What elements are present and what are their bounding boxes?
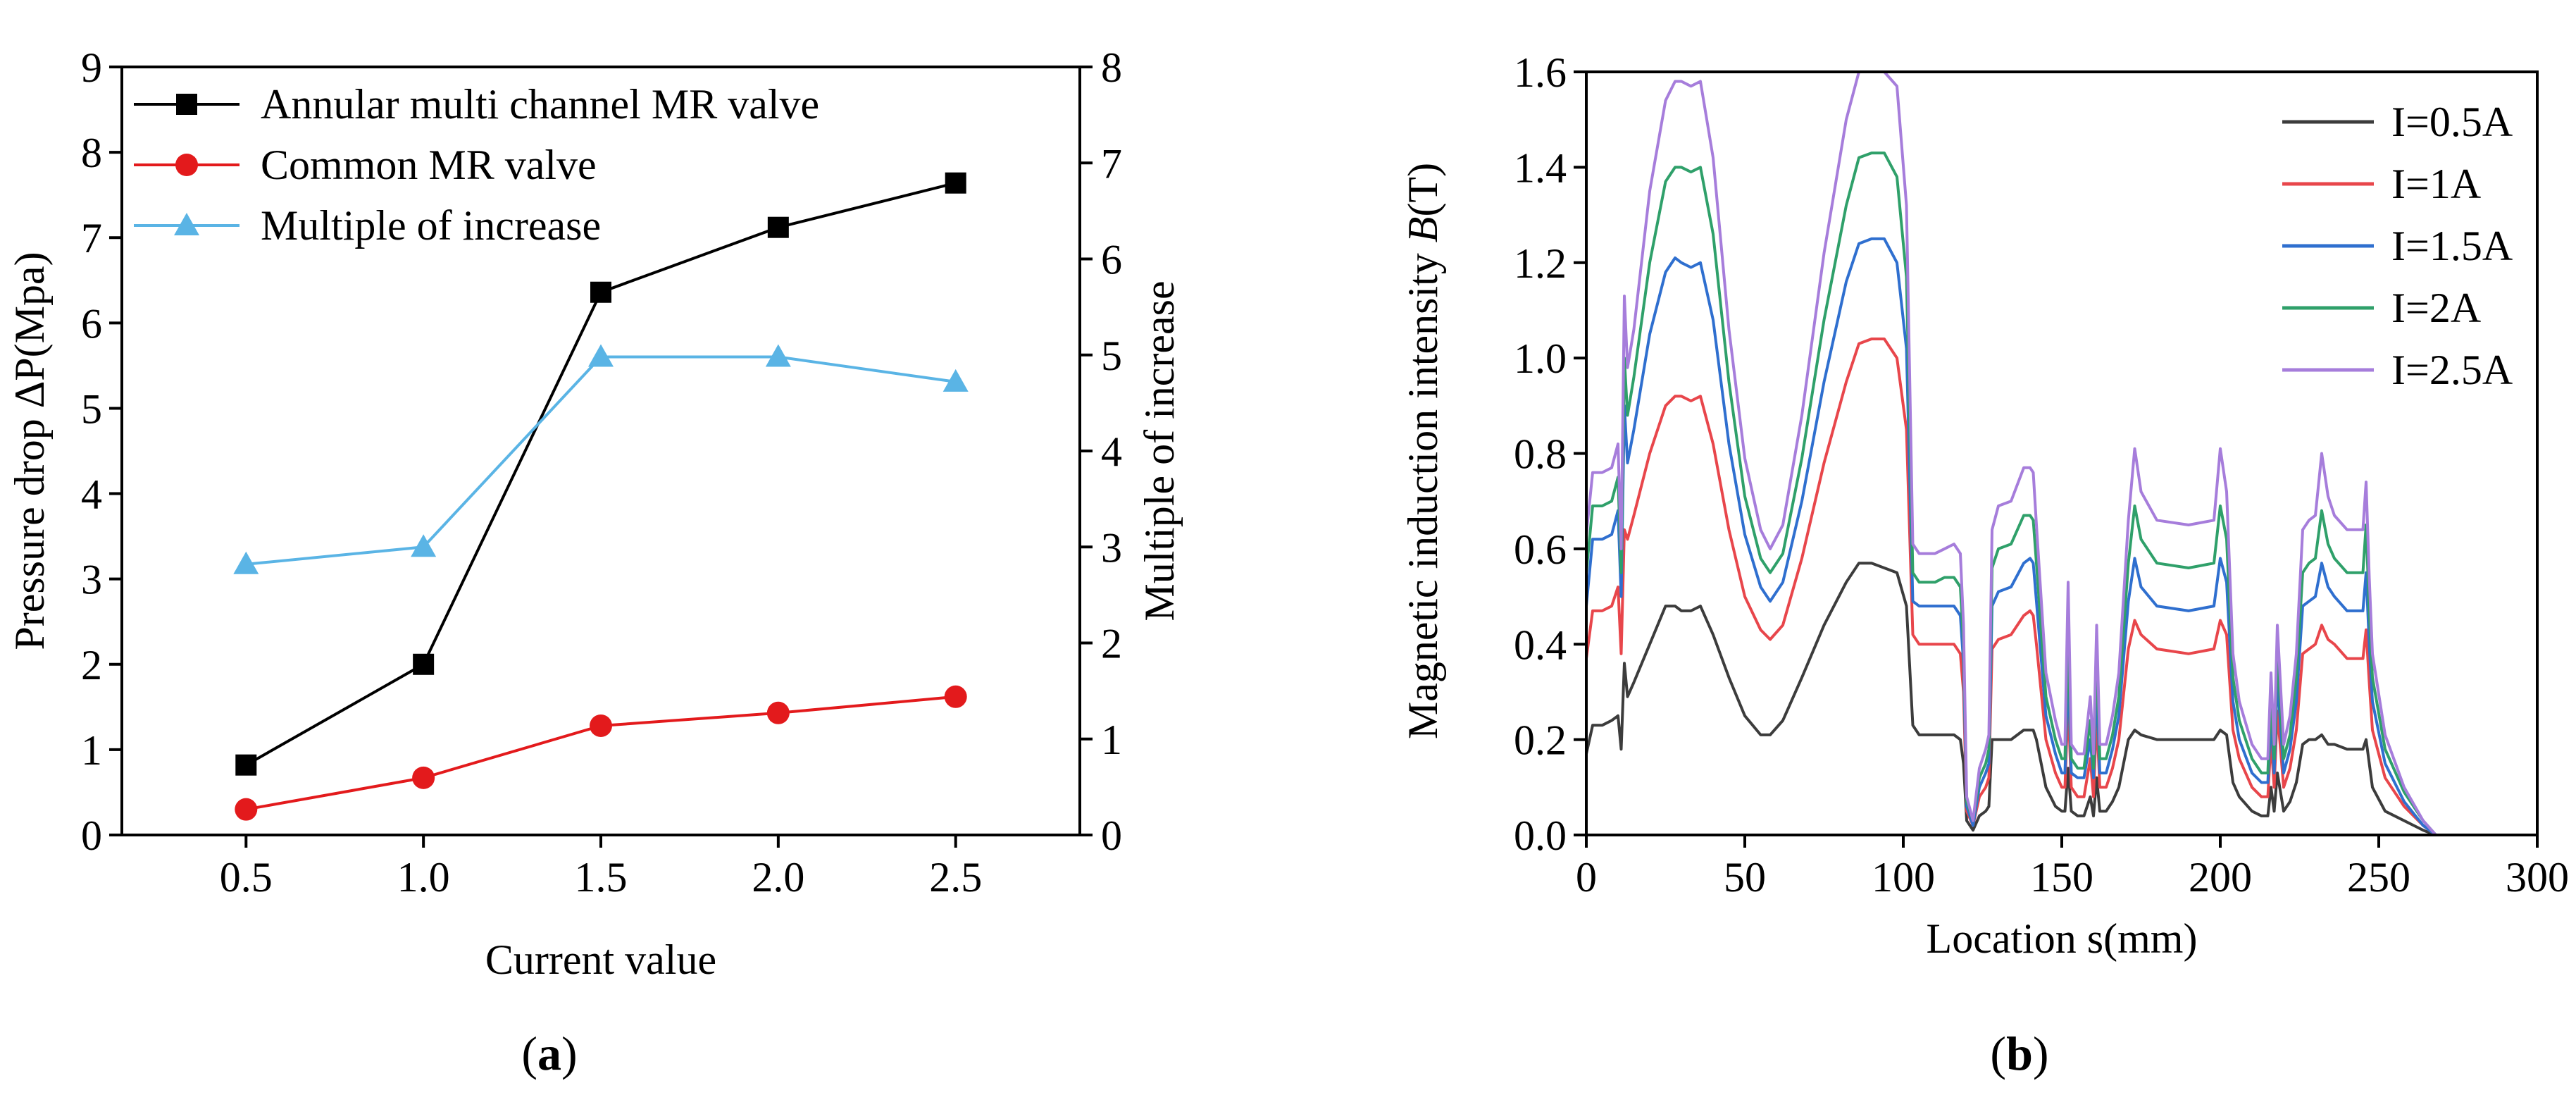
chart-a-legend-marker-2	[174, 213, 199, 235]
chart-a-point-2-4	[942, 369, 969, 392]
chart-a-point-1-1	[412, 766, 435, 789]
chart-a-y-axis-label: Pressure drop ΔP(Mpa)	[6, 252, 53, 650]
chart-a-y2-tick-label-2: 2	[1101, 621, 1122, 667]
chart-b-y-axis-label: Magnetic induction intensity B(T)	[1400, 163, 1446, 739]
chart-a-point-1-0	[235, 798, 258, 821]
chart-a-y-tick-label-4: 4	[81, 471, 102, 518]
chart-a-legend-label-2: Multiple of increase	[261, 202, 601, 249]
chart-b-series-line-0	[1585, 562, 2437, 836]
chart-a-point-0-0	[235, 754, 257, 776]
chart-b-y-tick-label-6: 1.2	[1514, 240, 1567, 287]
chart-a-legend-marker-1	[175, 154, 198, 176]
chart-b-x-tick-label-4: 200	[2189, 854, 2252, 901]
chart-a-point-0-4	[945, 172, 966, 194]
chart-b-x-tick-label-2: 100	[1872, 854, 1935, 901]
chart-b-x-tick-label-0: 0	[1576, 854, 1597, 901]
chart-a-y2-tick-label-5: 5	[1101, 333, 1122, 379]
chart-b-y-tick-label-5: 1.0	[1514, 335, 1567, 382]
chart-a-point-1-4	[944, 685, 967, 708]
chart-b-x-tick-label-1: 50	[1724, 854, 1766, 901]
chart-a-y2-tick-label-3: 3	[1101, 524, 1122, 571]
chart-b-y-tick-label-7: 1.4	[1514, 144, 1567, 191]
chart-b-legend-label-2: I=1.5A	[2391, 223, 2513, 269]
chart-a-x-tick-label-3: 2.0	[752, 854, 804, 901]
chart-a-y-tick-label-5: 5	[81, 385, 102, 432]
chart-b-legend: I=0.5A I=1A I=1.5A I=2A I=2.5A	[2282, 99, 2513, 393]
chart-b-x-tick-label-6: 300	[2506, 854, 2569, 901]
chart-a-y-tick-label-0: 0	[81, 812, 102, 859]
chart-a-point-0-3	[767, 216, 789, 238]
chart-a-x-tick-label-0: 0.5	[220, 854, 273, 901]
chart-a-point-2-3	[765, 344, 791, 367]
chart-a-y-tick-label-2: 2	[81, 642, 102, 688]
chart-a-point-2-2	[588, 344, 614, 367]
chart-a-y-tick-label-8: 8	[81, 130, 102, 176]
chart-a-point-1-3	[766, 701, 790, 724]
chart-a-point-0-1	[413, 653, 435, 675]
chart-b-y-tick-label-8: 1.6	[1514, 49, 1567, 96]
chart-a-y-tick-label-6: 6	[81, 300, 102, 347]
chart-a-y-tick-label-7: 7	[81, 215, 102, 261]
chart-a-y2-tick-label-4: 4	[1101, 428, 1122, 475]
chart-b-y-tick-label-0: 0.0	[1514, 812, 1567, 859]
chart-a-legend-label-1: Common MR valve	[261, 142, 597, 188]
chart-b-y-tick-label-2: 0.4	[1514, 621, 1567, 668]
chart-b-series-line-2	[1585, 237, 2437, 836]
chart-a-y2-tick-label-7: 7	[1101, 140, 1122, 187]
chart-b-y-tick-label-3: 0.6	[1514, 526, 1567, 573]
chart-a-y2-axis-label: Multiple of increase	[1136, 280, 1183, 621]
chart-b-y-tick-label-4: 0.8	[1514, 431, 1567, 478]
chart-a-point-1-2	[590, 714, 612, 737]
chart-a-point-0-2	[590, 281, 611, 303]
chart-a-y2-tick-label-0: 0	[1101, 812, 1122, 859]
chart-b: 0 50 100 150 200 250 300 0.0 0.2 0.4 0.6 0.8 1.0 1.2 1…	[1400, 49, 2569, 1080]
chart-a-legend: Annular multi channel MR valve Common MR …	[134, 81, 819, 249]
chart-b-x-tick-label-5: 250	[2347, 854, 2410, 901]
chart-a-x-tick-label-2: 1.5	[575, 854, 628, 901]
chart-b-y-tick-label-1: 0.2	[1514, 717, 1567, 764]
chart-b-series-line-3	[1585, 151, 2437, 836]
chart-a-series-line-1	[245, 695, 956, 811]
chart-b-ticks: 0 50 100 150 200 250 300 0.0 0.2 0.4 0.6 0.8 1.0 1.2 1…	[1514, 49, 2569, 901]
chart-a-y-tick-label-3: 3	[81, 557, 102, 603]
chart-b-legend-label-0: I=0.5A	[2391, 99, 2513, 145]
chart-b-marks	[1585, 70, 2437, 836]
chart-a-y-tick-label-9: 9	[81, 44, 102, 91]
chart-a-legend-label-0: Annular multi channel MR valve	[261, 81, 819, 128]
chart-a-ticks: 0.5 1.0 1.5 2.0 2.5 0 1 2 3 4 5 6 7 8 9 0 1 2 3 4 5 6 7 8	[81, 44, 1122, 901]
chart-a-x-tick-label-1: 1.0	[397, 854, 450, 901]
chart-a: 0.5 1.0 1.5 2.0 2.5 0 1 2 3 4 5 6 7 8 9 0 1 2 3 4 5 6 7 8 Curre…	[6, 44, 1183, 1080]
panel-b-label: (b)	[1990, 1027, 2048, 1080]
chart-b-series-line-1	[1585, 338, 2437, 836]
chart-a-x-axis-label: Current value	[485, 936, 716, 983]
chart-a-y2-tick-label-1: 1	[1101, 717, 1122, 763]
chart-b-legend-label-4: I=2.5A	[2391, 347, 2513, 393]
chart-a-y2-tick-label-8: 8	[1101, 44, 1122, 91]
chart-a-series-line-0	[245, 181, 957, 767]
chart-b-x-tick-label-3: 150	[2030, 854, 2093, 901]
chart-b-legend-label-3: I=2A	[2391, 285, 2481, 331]
chart-a-y-tick-label-1: 1	[81, 727, 102, 774]
chart-a-x-tick-label-4: 2.5	[929, 854, 982, 901]
chart-a-point-2-0	[233, 551, 259, 574]
chart-a-series-line-2	[246, 355, 956, 566]
chart-a-point-2-1	[411, 534, 437, 557]
chart-b-series-line-4	[1585, 70, 2437, 836]
chart-a-marks	[233, 172, 969, 821]
chart-a-y2-tick-label-6: 6	[1101, 237, 1122, 283]
chart-b-legend-label-1: I=1A	[2391, 161, 2481, 207]
chart-b-x-axis-label: Location s(mm)	[1927, 915, 2198, 962]
panel-a-label: (a)	[521, 1027, 577, 1080]
chart-a-legend-marker-0	[176, 94, 197, 115]
